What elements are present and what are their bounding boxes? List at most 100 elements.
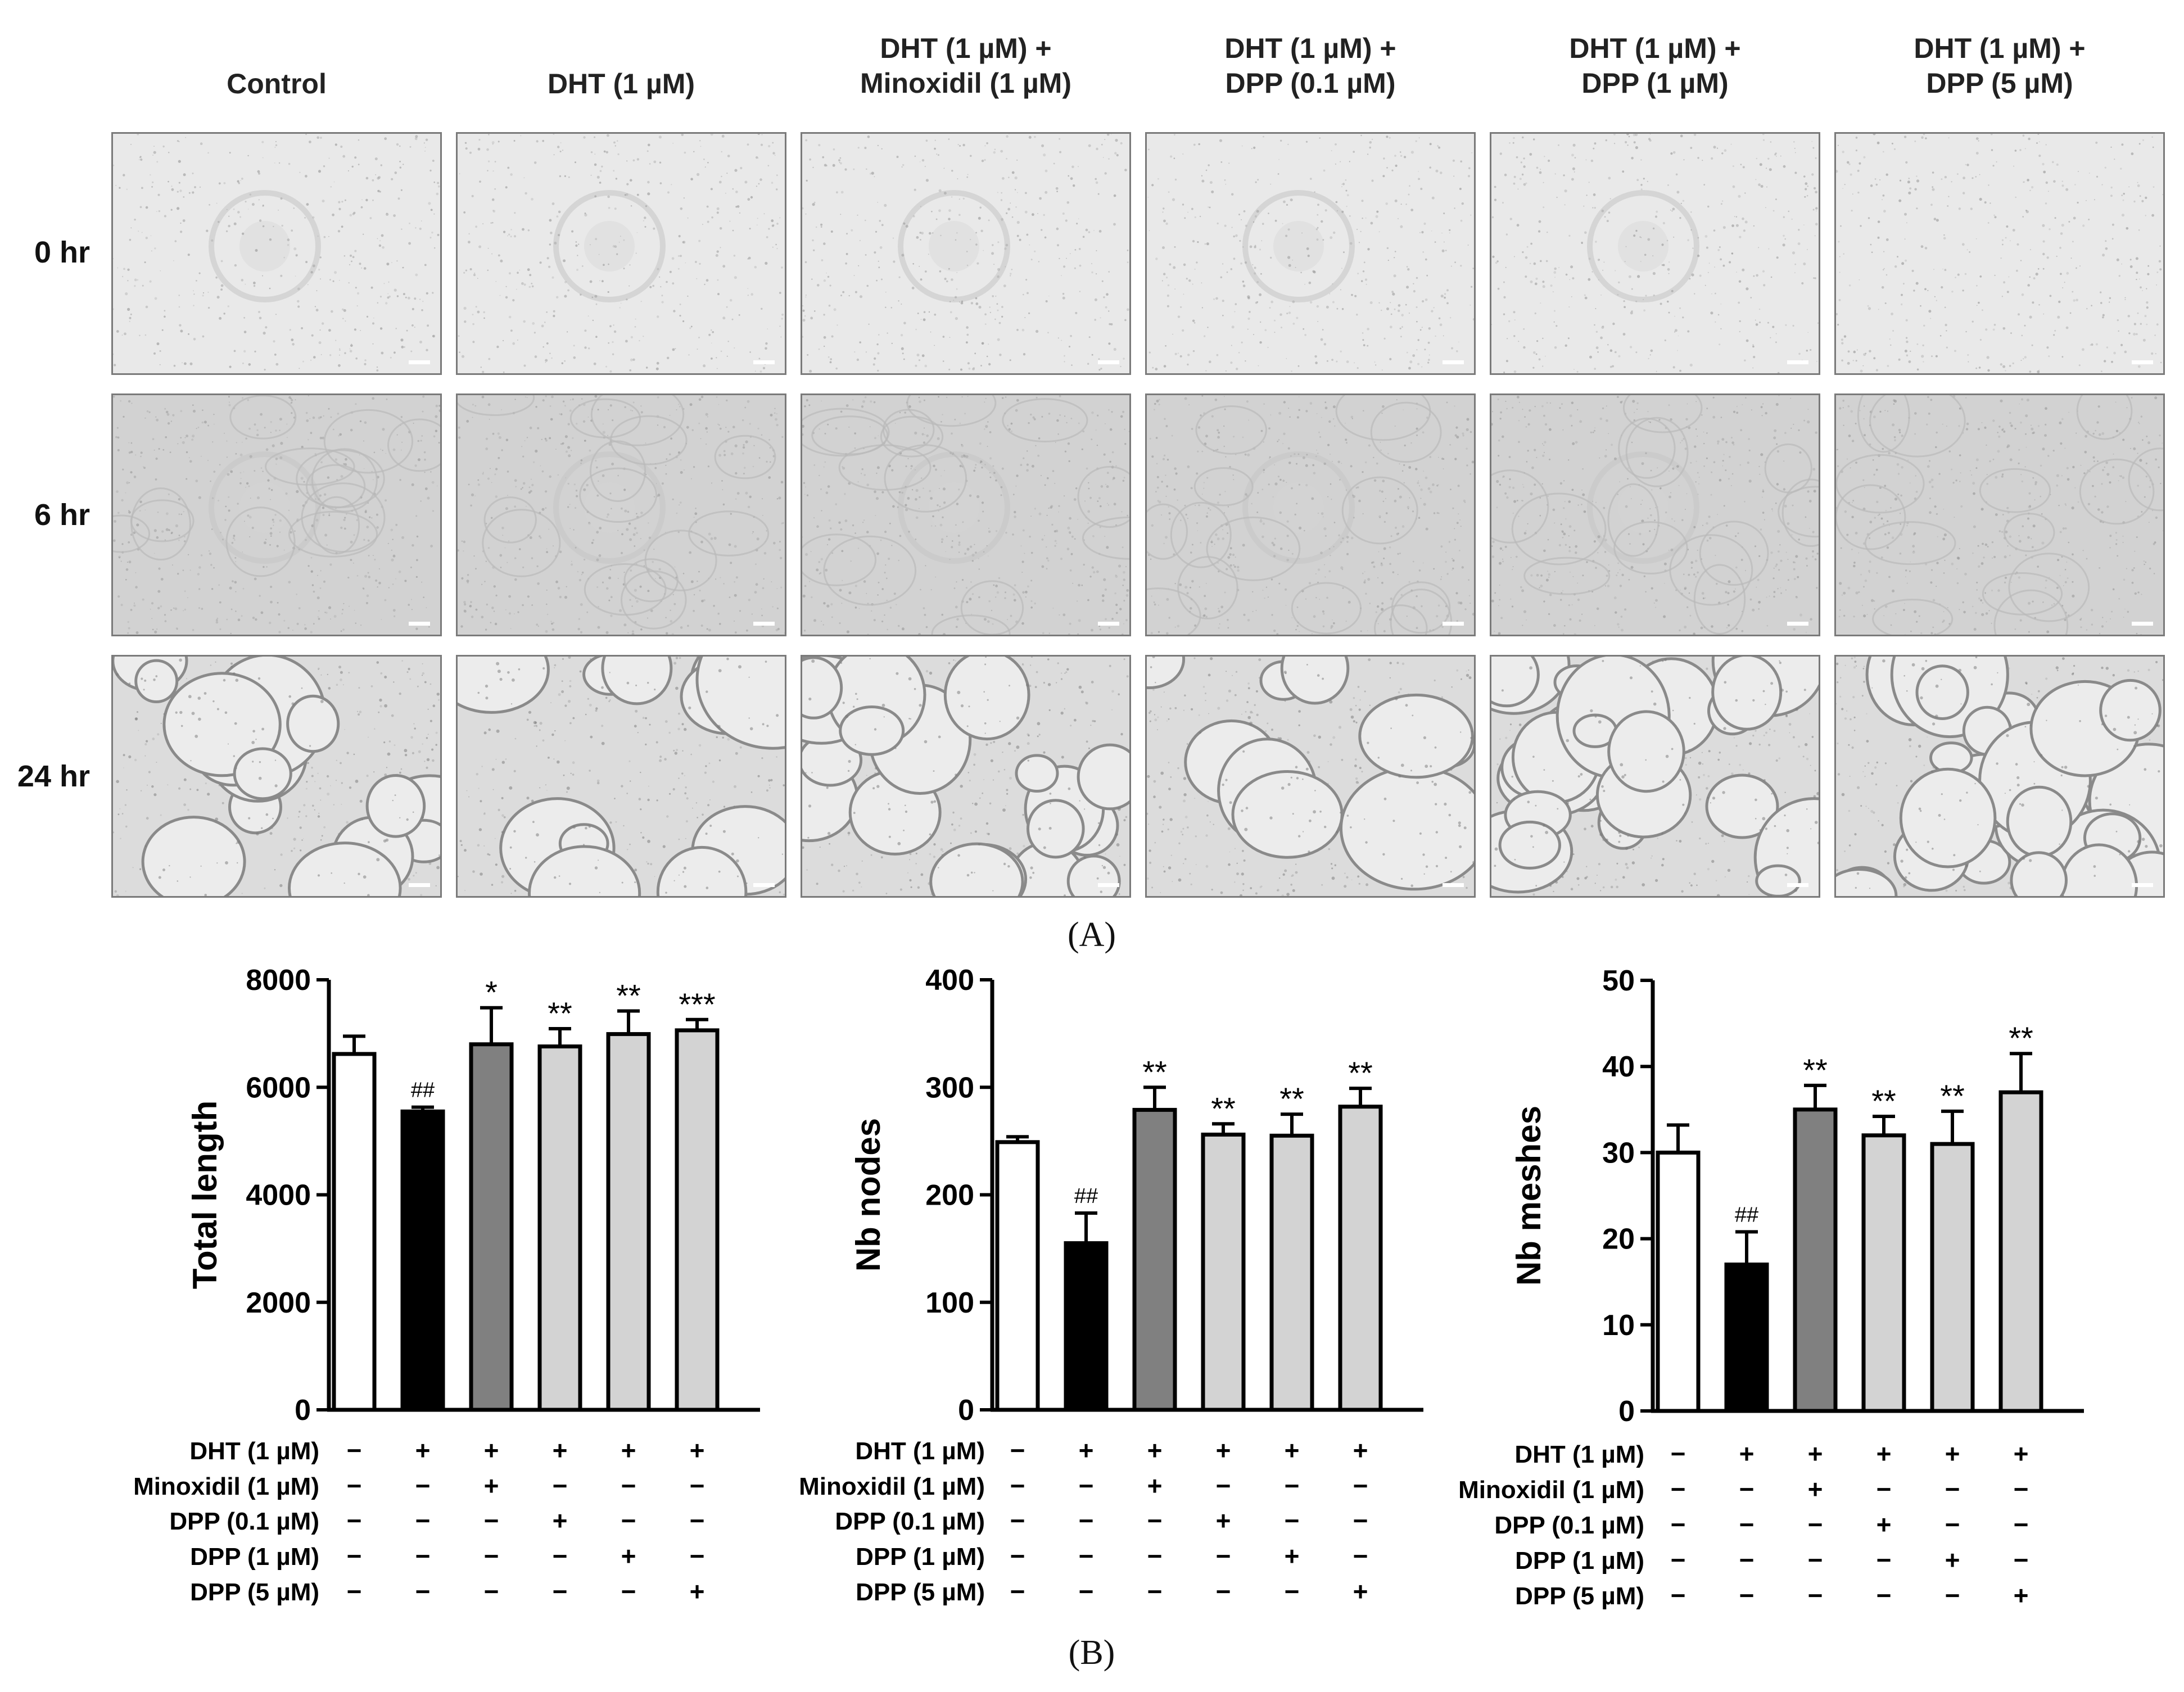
micrograph-image <box>1145 132 1476 375</box>
condition-symbol: − <box>1285 1471 1300 1500</box>
condition-symbol: − <box>415 1506 431 1535</box>
condition-symbol: + <box>1079 1436 1094 1465</box>
condition-symbol: − <box>1353 1471 1368 1500</box>
condition-symbol: − <box>1010 1436 1025 1465</box>
scale-bar <box>409 883 430 887</box>
y-tick-label: 400 <box>925 964 974 997</box>
condition-symbol: − <box>553 1541 568 1571</box>
y-tick-label: 0 <box>958 1394 974 1427</box>
condition-symbol: − <box>1079 1541 1094 1571</box>
bar <box>608 1034 649 1410</box>
significance-marker: ** <box>548 996 572 1031</box>
micrograph-image <box>111 393 442 636</box>
condition-label: DPP (1 µM) <box>1515 1547 1644 1575</box>
bar <box>334 1054 374 1410</box>
condition-symbol: − <box>1079 1506 1094 1535</box>
condition-symbol: + <box>1285 1541 1300 1571</box>
y-axis-label: Nb nodes <box>849 1118 887 1272</box>
micrograph-image <box>111 655 442 898</box>
condition-symbol: − <box>1671 1474 1686 1504</box>
condition-symbol: − <box>1671 1581 1686 1610</box>
condition-symbol: − <box>1147 1577 1163 1606</box>
condition-symbol: − <box>1876 1545 1892 1575</box>
condition-symbol: − <box>484 1506 499 1535</box>
scale-bar <box>1443 360 1464 364</box>
significance-marker: ** <box>1348 1055 1373 1091</box>
micrograph-image <box>801 655 1131 898</box>
significance-marker: ** <box>1142 1054 1167 1089</box>
condition-symbol: + <box>621 1541 636 1571</box>
condition-symbol: − <box>484 1541 499 1571</box>
condition-symbol: − <box>1671 1545 1686 1575</box>
micrograph-image <box>1490 132 1820 375</box>
scale-bar <box>1098 360 1119 364</box>
condition-label: DHT (1 µM) <box>1514 1441 1644 1468</box>
condition-symbol: + <box>621 1436 636 1465</box>
condition-symbol: − <box>1010 1471 1025 1500</box>
condition-symbol: − <box>690 1506 705 1535</box>
condition-symbol: − <box>2014 1545 2029 1575</box>
significance-marker: ** <box>1803 1052 1828 1088</box>
condition-label: DPP (0.1 µM) <box>169 1508 319 1535</box>
significance-marker: ## <box>1074 1184 1098 1208</box>
significance-marker: ## <box>411 1079 435 1102</box>
bar <box>1726 1265 1767 1411</box>
significance-marker: ** <box>1211 1091 1236 1126</box>
condition-symbol: − <box>347 1577 362 1606</box>
y-tick-label: 100 <box>925 1287 974 1319</box>
micrograph-image <box>1145 655 1476 898</box>
condition-symbol: − <box>2014 1474 2029 1504</box>
condition-label: DPP (0.1 µM) <box>835 1508 985 1535</box>
column-header: DHT (1 µM) + Minoxidil (1 µM) <box>825 31 1106 101</box>
micrograph-image <box>111 132 442 375</box>
condition-symbol: + <box>1285 1436 1300 1465</box>
condition-symbol: + <box>1216 1436 1231 1465</box>
condition-symbol: + <box>1353 1577 1368 1606</box>
condition-symbol: + <box>1216 1506 1231 1535</box>
condition-symbol: − <box>2014 1510 2029 1539</box>
condition-symbol: − <box>1353 1506 1368 1535</box>
condition-symbol: + <box>1808 1474 1823 1504</box>
y-axis-label: Total length <box>186 1101 224 1290</box>
condition-symbol: − <box>621 1577 636 1606</box>
condition-symbol: − <box>1739 1474 1755 1504</box>
micrograph-image <box>801 132 1131 375</box>
micrograph-image <box>456 655 786 898</box>
condition-symbol: + <box>2014 1581 2029 1610</box>
bar <box>677 1030 717 1410</box>
y-tick-label: 300 <box>925 1071 974 1104</box>
significance-marker: ## <box>1735 1203 1758 1227</box>
condition-label: DPP (0.1 µM) <box>1494 1512 1644 1539</box>
y-tick-label: 30 <box>1602 1137 1635 1169</box>
scale-bar <box>1443 883 1464 887</box>
bar <box>1932 1144 1973 1411</box>
scale-bar <box>2132 622 2153 626</box>
condition-symbol: − <box>1079 1471 1094 1500</box>
condition-symbol: − <box>1876 1581 1892 1610</box>
significance-marker: *** <box>679 987 715 1022</box>
significance-marker: ** <box>1940 1078 1965 1114</box>
condition-symbol: + <box>553 1436 568 1465</box>
scale-bar <box>2132 360 2153 364</box>
condition-symbol: − <box>621 1471 636 1500</box>
y-tick-label: 2000 <box>246 1287 311 1319</box>
y-tick-label: 20 <box>1602 1223 1635 1256</box>
bar <box>1795 1110 1835 1411</box>
column-header: DHT (1 µM) + DPP (0.1 µM) <box>1170 31 1451 101</box>
condition-symbol: + <box>1147 1471 1163 1500</box>
condition-symbol: − <box>1079 1577 1094 1606</box>
micrograph-image <box>456 393 786 636</box>
condition-symbol: + <box>2014 1439 2029 1468</box>
condition-symbol: − <box>415 1541 431 1571</box>
micrograph-image <box>1834 393 2165 636</box>
condition-symbol: − <box>1876 1474 1892 1504</box>
condition-symbol: − <box>1671 1439 1686 1468</box>
condition-symbol: − <box>1147 1506 1163 1535</box>
panel-b-label: (B) <box>1036 1633 1148 1673</box>
condition-label: DPP (5 µM) <box>190 1578 319 1606</box>
